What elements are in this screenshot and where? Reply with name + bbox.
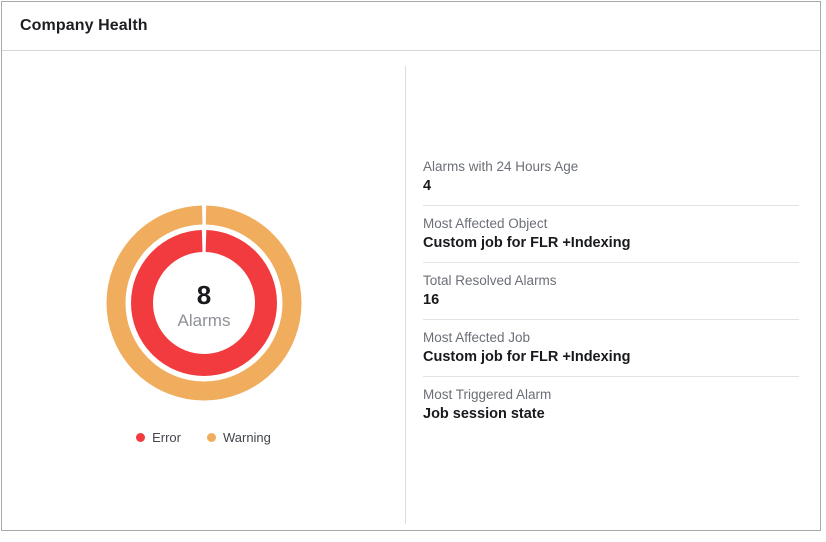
vertical-divider bbox=[405, 66, 406, 524]
stat-value: Job session state bbox=[423, 405, 545, 422]
stat-row: Most Triggered Alarm Job session state bbox=[423, 377, 799, 433]
alarm-total-label: Alarms bbox=[177, 311, 230, 330]
warning-ring-segment[interactable] bbox=[106, 205, 301, 401]
error-legend-dot-icon bbox=[136, 433, 146, 442]
stat-value: 16 bbox=[423, 291, 440, 308]
stat-label: Most Triggered Alarm bbox=[423, 386, 552, 402]
stat-label: Most Affected Object bbox=[423, 215, 548, 231]
widget-body: 8 Alarms Error Warning bbox=[2, 51, 820, 530]
stat-row: Total Resolved Alarms 16 bbox=[423, 263, 799, 320]
alarm-stats-panel: Alarms with 24 Hours Age 4 Most Affected… bbox=[406, 51, 820, 530]
legend-label-error: Error bbox=[152, 430, 181, 445]
stat-label: Most Affected Job bbox=[423, 329, 531, 345]
stat-label: Total Resolved Alarms bbox=[423, 272, 557, 288]
error-ring-segment[interactable] bbox=[130, 230, 277, 376]
stat-value: Custom job for FLR +Indexing bbox=[423, 234, 631, 251]
alarms-chart-panel: 8 Alarms Error Warning bbox=[2, 51, 405, 530]
warning-legend-dot-icon bbox=[206, 433, 216, 442]
stat-row: Most Affected Object Custom job for FLR … bbox=[423, 206, 799, 263]
widget-header: Company Health bbox=[2, 2, 820, 51]
stat-row: Alarms with 24 Hours Age 4 bbox=[423, 149, 799, 206]
company-health-widget: Company Health 8 Alarms Error bbox=[1, 1, 821, 531]
legend-item-warning[interactable]: Warning bbox=[206, 430, 271, 445]
legend-item-error[interactable]: Error bbox=[136, 430, 181, 445]
alarms-donut-chart: 8 Alarms bbox=[106, 205, 301, 401]
alarm-total-count: 8 bbox=[196, 280, 210, 310]
stat-value: 4 bbox=[423, 177, 432, 194]
stat-value: Custom job for FLR +Indexing bbox=[423, 348, 631, 365]
stat-row: Most Affected Job Custom job for FLR +In… bbox=[423, 320, 799, 377]
stat-label: Alarms with 24 Hours Age bbox=[423, 158, 579, 174]
legend-label-warning: Warning bbox=[222, 430, 271, 445]
chart-legend: Error Warning bbox=[136, 430, 271, 445]
page-title: Company Health bbox=[20, 17, 148, 34]
